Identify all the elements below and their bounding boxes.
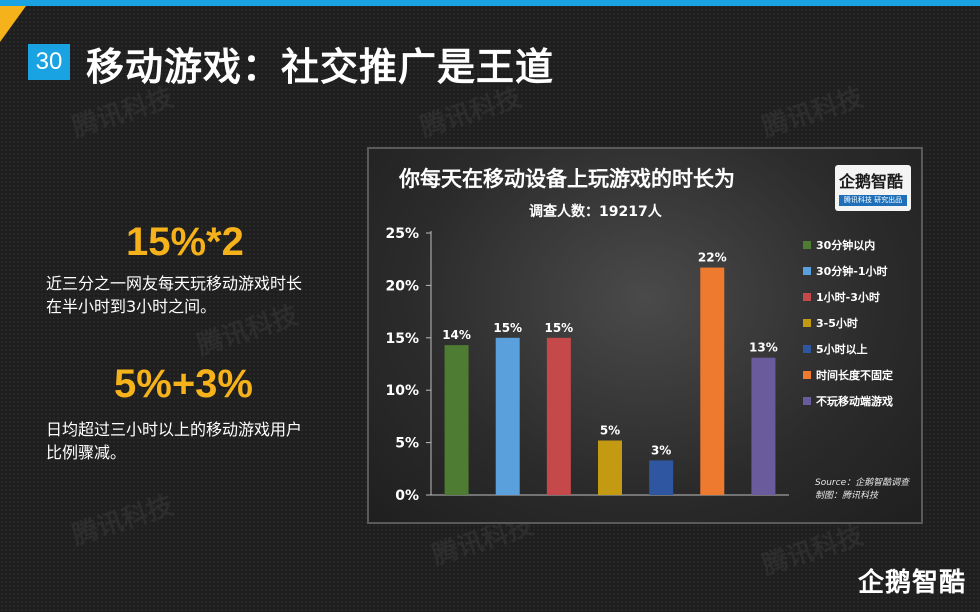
chart-source: Source：企鹅智酷调查 制图：腾讯科技 bbox=[815, 477, 909, 503]
legend-swatch bbox=[803, 319, 811, 327]
watermark: 腾讯科技 bbox=[68, 490, 177, 552]
stat-highlight-1: 15%*2 bbox=[126, 220, 244, 264]
bar bbox=[598, 440, 622, 495]
legend-swatch bbox=[803, 397, 811, 405]
legend-swatch bbox=[803, 293, 811, 301]
y-tick-label: 0% bbox=[395, 488, 419, 504]
watermark: 腾讯科技 bbox=[758, 82, 867, 144]
y-tick-label: 25% bbox=[385, 226, 419, 242]
chart-logo-text: 企鹅智酷 bbox=[839, 172, 904, 191]
chart-panel: 你每天在移动设备上玩游戏的时长为 调查人数：19217人 企鹅智酷 腾讯科技 研… bbox=[367, 147, 923, 524]
legend-label: 30分钟-1小时 bbox=[816, 264, 888, 278]
chart-logo: 企鹅智酷 腾讯科技 研究出品 bbox=[835, 165, 911, 211]
bar-data-label: 22% bbox=[698, 251, 727, 265]
bar-chart: 0% 5% 10% 15% 20% 25% 14% 15% 15% 5% 3% 22% 13% 30分钟以… bbox=[385, 226, 893, 504]
legend-label: 时间长度不固定 bbox=[816, 368, 893, 382]
bar-data-label: 3% bbox=[651, 443, 671, 457]
bar-data-label: 5% bbox=[600, 424, 620, 438]
legend-label: 1小时-3小时 bbox=[816, 290, 880, 304]
legend-label: 5小时以上 bbox=[816, 342, 868, 356]
footer-logo: 企鹅智酷 bbox=[858, 568, 967, 598]
page-title: 移动游戏：社交推广是王道 bbox=[86, 45, 555, 89]
desc-line: 日均超过三小时以上的移动游戏用户 bbox=[46, 420, 303, 439]
legend-label: 不玩移动端游戏 bbox=[816, 394, 893, 408]
stat-description-1: 近三分之一网友每天玩移动游戏时长 在半小时到3小时之间。 bbox=[46, 272, 346, 318]
stat-highlight-2: 5%+3% bbox=[114, 362, 253, 406]
bar bbox=[700, 267, 725, 495]
bar-data-label: 15% bbox=[493, 321, 522, 335]
legend-swatch bbox=[803, 371, 811, 379]
y-tick-label: 10% bbox=[385, 383, 419, 399]
y-tick-label: 5% bbox=[395, 436, 419, 452]
page-number: 30 bbox=[28, 44, 70, 80]
bar bbox=[546, 337, 571, 495]
legend-swatch bbox=[803, 267, 811, 275]
y-tick-label: 20% bbox=[385, 278, 419, 294]
source-line: Source：企鹅智酷调查 bbox=[815, 478, 910, 488]
legend-label: 3-5小时 bbox=[816, 316, 858, 330]
legend-label: 30分钟以内 bbox=[816, 238, 875, 252]
desc-line: 比例骤减。 bbox=[46, 443, 127, 462]
source-line: 制图：腾讯科技 bbox=[815, 491, 879, 501]
bar-data-label: 14% bbox=[442, 328, 471, 342]
legend-swatch bbox=[803, 241, 811, 249]
corner-triangle bbox=[0, 6, 26, 42]
stat-description-2: 日均超过三小时以上的移动游戏用户 比例骤减。 bbox=[46, 418, 346, 464]
bar bbox=[495, 337, 520, 495]
y-tick-label: 15% bbox=[385, 331, 419, 347]
desc-line: 近三分之一网友每天玩移动游戏时长 bbox=[46, 274, 303, 293]
chart-logo-strip: 腾讯科技 研究出品 bbox=[839, 195, 907, 206]
watermark: 腾讯科技 bbox=[758, 520, 867, 582]
bar bbox=[751, 357, 776, 495]
desc-line: 在半小时到3小时之间。 bbox=[46, 297, 217, 316]
legend-swatch bbox=[803, 345, 811, 353]
bar bbox=[649, 460, 674, 495]
bar-data-label: 15% bbox=[544, 321, 573, 335]
bar bbox=[444, 345, 469, 495]
chart-title: 你每天在移动设备上玩游戏的时长为 bbox=[399, 167, 735, 191]
top-accent-bar bbox=[0, 0, 980, 6]
bar-data-label: 13% bbox=[749, 341, 778, 355]
chart-subtitle: 调查人数：19217人 bbox=[529, 204, 662, 220]
